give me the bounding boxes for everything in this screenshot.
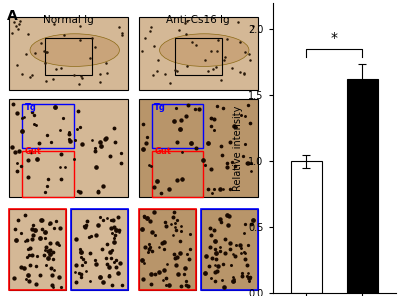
Text: *: * — [331, 31, 338, 45]
FancyBboxPatch shape — [139, 99, 258, 197]
FancyBboxPatch shape — [139, 17, 258, 90]
Y-axis label: Relative intensity: Relative intensity — [233, 105, 243, 191]
FancyBboxPatch shape — [201, 209, 258, 290]
Text: Anti-Cs16 Ig: Anti-Cs16 Ig — [166, 15, 230, 25]
Bar — [347, 79, 378, 293]
Text: Tg: Tg — [25, 103, 37, 112]
FancyBboxPatch shape — [139, 209, 196, 290]
Ellipse shape — [30, 34, 120, 66]
Bar — [291, 161, 322, 293]
Ellipse shape — [160, 34, 249, 66]
Text: B: B — [230, 0, 240, 2]
FancyBboxPatch shape — [9, 17, 128, 90]
FancyBboxPatch shape — [9, 209, 66, 290]
Text: Normal Ig: Normal Ig — [43, 15, 94, 25]
Text: Gut: Gut — [154, 147, 171, 156]
Text: A: A — [6, 9, 17, 23]
FancyBboxPatch shape — [9, 99, 128, 197]
Text: Gut: Gut — [25, 147, 42, 156]
Text: Tg: Tg — [154, 103, 166, 112]
FancyBboxPatch shape — [71, 209, 128, 290]
